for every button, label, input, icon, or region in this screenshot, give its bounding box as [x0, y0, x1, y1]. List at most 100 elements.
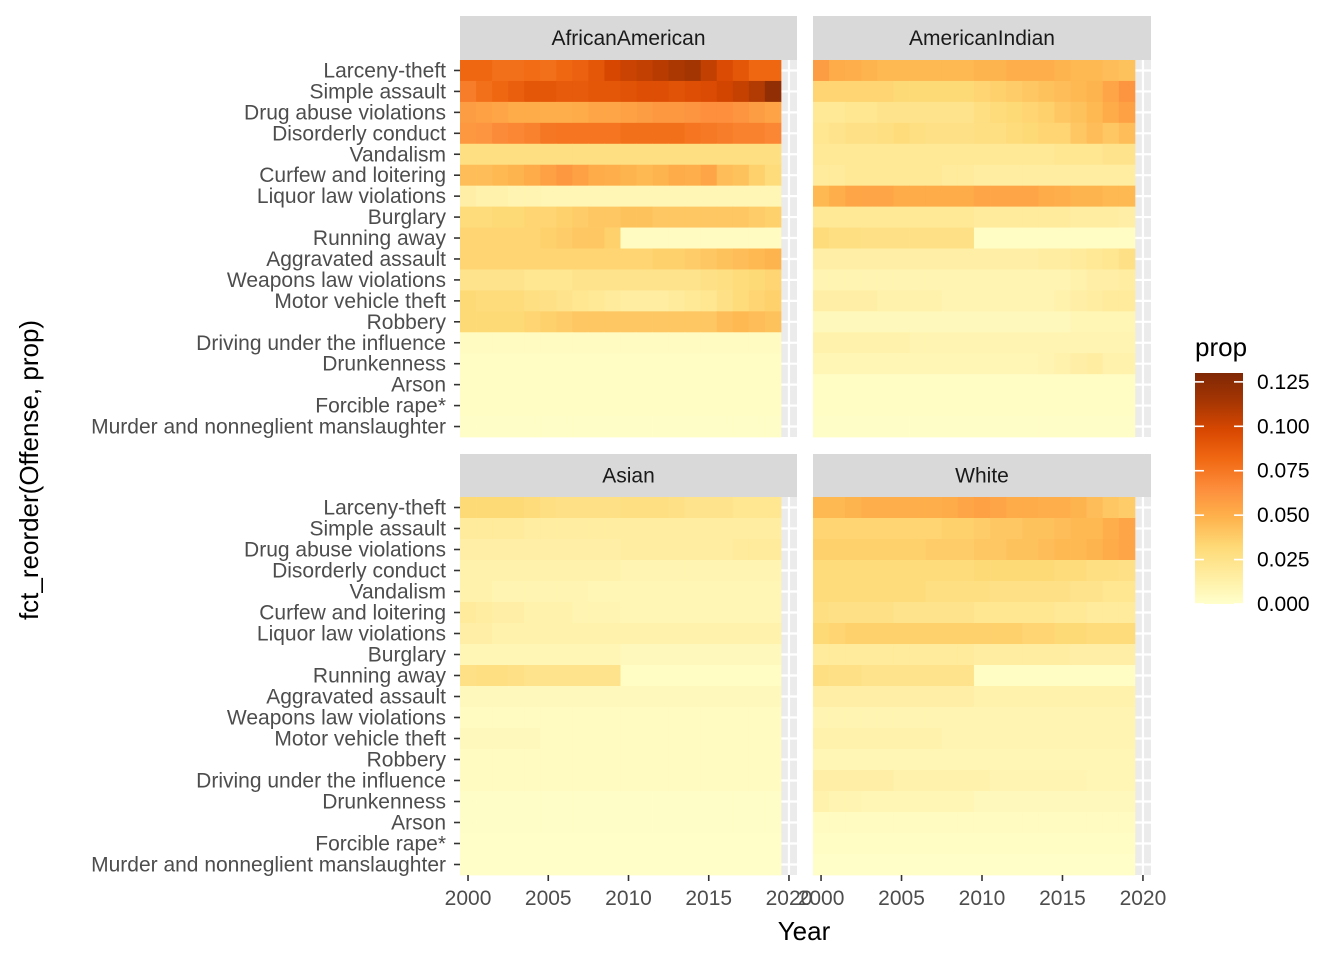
heatmap-tile — [1006, 686, 1023, 708]
heatmap-tile — [668, 311, 686, 333]
heatmap-tile — [990, 665, 1007, 687]
heatmap-tile — [620, 539, 637, 561]
heatmap-tile — [957, 416, 975, 438]
heatmap-tile — [700, 269, 718, 291]
heatmap-tile — [764, 206, 782, 228]
heatmap-tile — [973, 707, 991, 729]
heatmap-tile — [460, 560, 477, 582]
heatmap-tile — [716, 728, 734, 750]
heatmap-tile — [893, 353, 910, 375]
heatmap-tile — [990, 101, 1007, 124]
heatmap-tile — [700, 770, 718, 792]
heatmap-tile — [556, 353, 573, 375]
heatmap-tile — [476, 770, 493, 792]
heatmap-tile — [1022, 665, 1039, 687]
y-tick-label: Disorderly conduct — [272, 122, 446, 145]
heatmap-tile — [877, 101, 894, 124]
heatmap-tile — [668, 770, 686, 792]
heatmap-tile — [909, 122, 927, 145]
heatmap-tile — [1118, 833, 1136, 855]
heatmap-tile — [861, 332, 878, 354]
heatmap-tile — [604, 644, 621, 666]
heatmap-tile — [1086, 164, 1104, 187]
heatmap-tile — [990, 290, 1007, 312]
heatmap-tile — [829, 311, 846, 333]
heatmap-tile — [492, 269, 509, 291]
heatmap-tile — [877, 812, 894, 834]
heatmap-tile — [877, 854, 894, 876]
heatmap-tile — [508, 833, 525, 855]
heatmap-tile — [1102, 206, 1120, 228]
heatmap-tile — [540, 416, 557, 438]
heatmap-tile — [764, 770, 782, 792]
heatmap-tile — [813, 227, 830, 249]
heatmap-tile — [877, 185, 894, 208]
heatmap-tile — [973, 854, 991, 876]
heatmap-tile — [524, 665, 541, 687]
heatmap-tile — [1118, 707, 1136, 729]
heatmap-tile — [684, 353, 702, 375]
heatmap-tile — [652, 539, 670, 561]
heatmap-tile — [861, 812, 878, 834]
heatmap-tile — [1054, 665, 1071, 687]
heatmap-tile — [684, 269, 702, 291]
heatmap-tile — [1102, 416, 1120, 438]
heatmap-tile — [668, 644, 686, 666]
legend-tick-label: 0.125 — [1257, 371, 1310, 394]
heatmap-tile — [508, 644, 525, 666]
heatmap-tile — [829, 290, 846, 312]
heatmap-tile — [1086, 560, 1104, 582]
heatmap-tile — [909, 374, 927, 396]
y-tick-label: Forcible rape* — [315, 833, 446, 856]
heatmap-tile — [909, 395, 927, 417]
heatmap-tile — [716, 644, 734, 666]
heatmap-tile — [1070, 332, 1088, 354]
heatmap-tile — [925, 311, 943, 333]
heatmap-tile — [540, 539, 557, 561]
heatmap-tile — [813, 416, 830, 438]
heatmap-tile — [845, 227, 862, 249]
y-tick-label: Driving under the influence — [196, 332, 446, 355]
heatmap-tile — [1086, 374, 1104, 396]
heatmap-tile — [572, 518, 589, 540]
heatmap-tile — [1054, 248, 1071, 270]
heatmap-tile — [973, 416, 991, 438]
heatmap-tile — [492, 749, 509, 771]
heatmap-tile — [1054, 602, 1071, 624]
heatmap-tile — [1022, 623, 1039, 645]
heatmap-tile — [556, 539, 573, 561]
heatmap-tile — [764, 623, 782, 645]
heatmap-tile — [540, 290, 557, 312]
heatmap-tile — [1118, 497, 1136, 519]
heatmap-tile — [877, 164, 894, 187]
heatmap-tile — [813, 206, 830, 228]
heatmap-tile — [748, 353, 766, 375]
heatmap-tile — [990, 80, 1007, 103]
heatmap-tile — [845, 749, 862, 771]
heatmap-tile — [668, 539, 686, 561]
heatmap-tile — [990, 311, 1007, 333]
heatmap-tile — [524, 791, 541, 813]
heatmap-tile — [588, 164, 605, 187]
facet-strip — [460, 16, 797, 60]
heatmap-tile — [925, 686, 943, 708]
heatmap-tile — [684, 833, 702, 855]
x-tick-label: 2005 — [525, 887, 572, 910]
heatmap-tile — [652, 311, 670, 333]
heatmap-tile — [588, 206, 605, 228]
heatmap-tile — [460, 665, 477, 687]
heatmap-tile — [732, 248, 750, 270]
heatmap-tile — [973, 539, 991, 561]
heatmap-tile — [700, 206, 718, 228]
heatmap-tile — [732, 290, 750, 312]
heatmap-tile — [1102, 80, 1120, 103]
heatmap-tile — [990, 833, 1007, 855]
heatmap-tile — [909, 353, 927, 375]
heatmap-tile — [973, 623, 991, 645]
heatmap-tile — [990, 227, 1007, 249]
heatmap-tile — [460, 749, 477, 771]
heatmap-tile — [813, 332, 830, 354]
heatmap-tile — [668, 581, 686, 603]
heatmap-tile — [1022, 749, 1039, 771]
heatmap-tile — [636, 854, 653, 876]
